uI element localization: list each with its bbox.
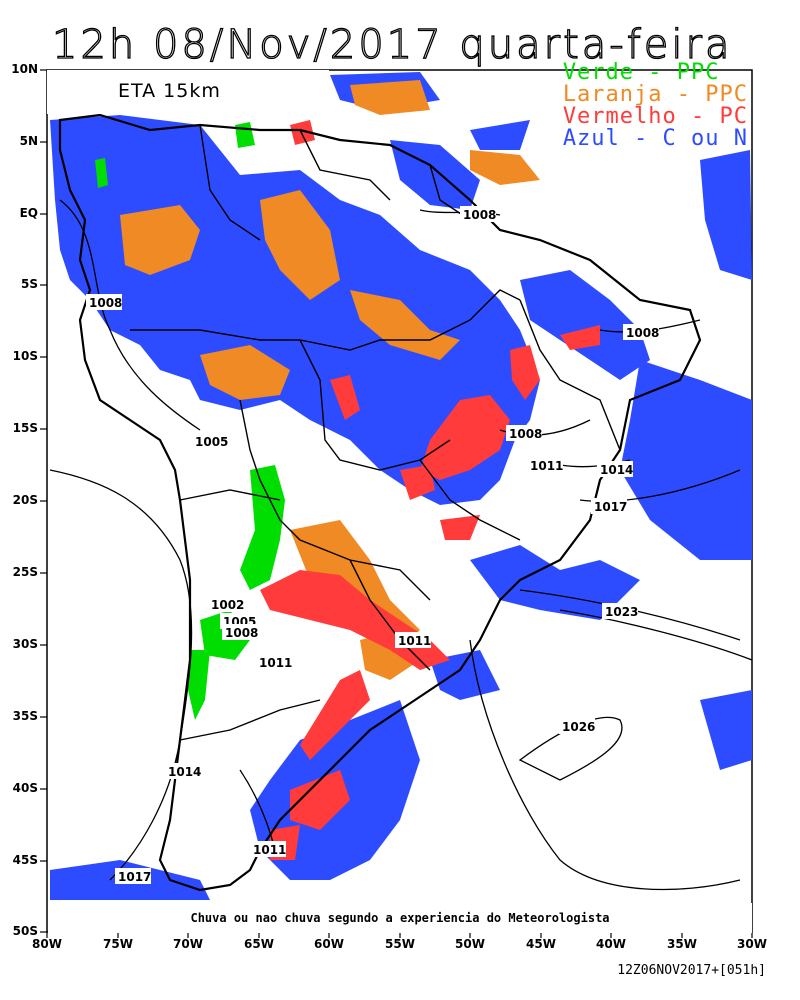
lat-label: 50S — [12, 924, 38, 938]
legend-red: Vermelho - PC — [562, 104, 748, 129]
lat-label: 45S — [12, 853, 38, 867]
isobar-label: 1002 — [211, 598, 244, 612]
isobar-label: 1026 — [562, 720, 595, 734]
isobar-label: 1011 — [253, 843, 286, 857]
lon-label: 30W — [737, 937, 767, 951]
legend-blue: Azul - C ou N — [562, 126, 748, 151]
lat-label: 20S — [12, 493, 38, 507]
lat-label: 10S — [12, 349, 38, 363]
isobar-label: 1017 — [594, 500, 627, 514]
map-title: 12h 08/Nov/2017 quarta-feira — [51, 21, 733, 68]
lon-label: 80W — [32, 937, 62, 951]
isobar-label: 1023 — [605, 605, 638, 619]
model-label: ETA 15km — [118, 80, 221, 102]
lat-label: 15S — [12, 421, 38, 435]
isobar-label: 1017 — [118, 870, 151, 884]
lat-label: 35S — [12, 709, 38, 723]
isobar-label: 1011 — [530, 459, 563, 473]
lon-label: 65W — [244, 937, 274, 951]
lon-label: 45W — [526, 937, 556, 951]
blue-areas — [50, 72, 752, 900]
isobar-label: 1008 — [225, 626, 258, 640]
lon-label: 55W — [385, 937, 415, 951]
borders — [130, 124, 621, 741]
lat-label: 10N — [11, 62, 38, 76]
lon-label: 60W — [314, 937, 344, 951]
run-timestamp: 12Z06NOV2017+[051h] — [617, 963, 766, 978]
legend-green: Verde - PPC — [562, 60, 720, 85]
isobar-labels: 1008 1008 1008 1005 1008 1011 1014 1017 … — [86, 206, 659, 884]
isobar-label: 1008 — [509, 427, 542, 441]
axis-ticks — [40, 69, 753, 938]
lat-label: 25S — [12, 565, 38, 579]
isobar-label: 1014 — [600, 463, 633, 477]
isobar-label: 1008 — [89, 296, 122, 310]
lon-label: 75W — [103, 937, 133, 951]
isobar-label: 1011 — [259, 656, 292, 670]
lon-label: 70W — [173, 937, 203, 951]
model-box — [47, 70, 329, 114]
isobar-label: 1008 — [626, 326, 659, 340]
legend: Verde - PPC Laranja - PPC Vermelho - PC … — [563, 62, 748, 150]
lat-label: EQ — [19, 206, 38, 220]
isobar-label: 1008 — [463, 208, 496, 222]
lon-label: 40W — [596, 937, 626, 951]
isobar-label: 1011 — [398, 634, 431, 648]
legend-orange: Laranja - PPC — [562, 82, 748, 107]
lat-label: 30S — [12, 637, 38, 651]
lat-label: 5S — [21, 277, 38, 291]
lat-label: 5N — [19, 134, 38, 148]
lat-label: 40S — [12, 781, 38, 795]
caption: Chuva ou nao chuva segundo a experiencia… — [48, 903, 752, 933]
isobar-label: 1005 — [195, 435, 228, 449]
isobar-label: 1014 — [168, 765, 201, 779]
lon-label: 35W — [667, 937, 697, 951]
orange-areas — [120, 80, 540, 680]
lon-label: 50W — [455, 937, 485, 951]
